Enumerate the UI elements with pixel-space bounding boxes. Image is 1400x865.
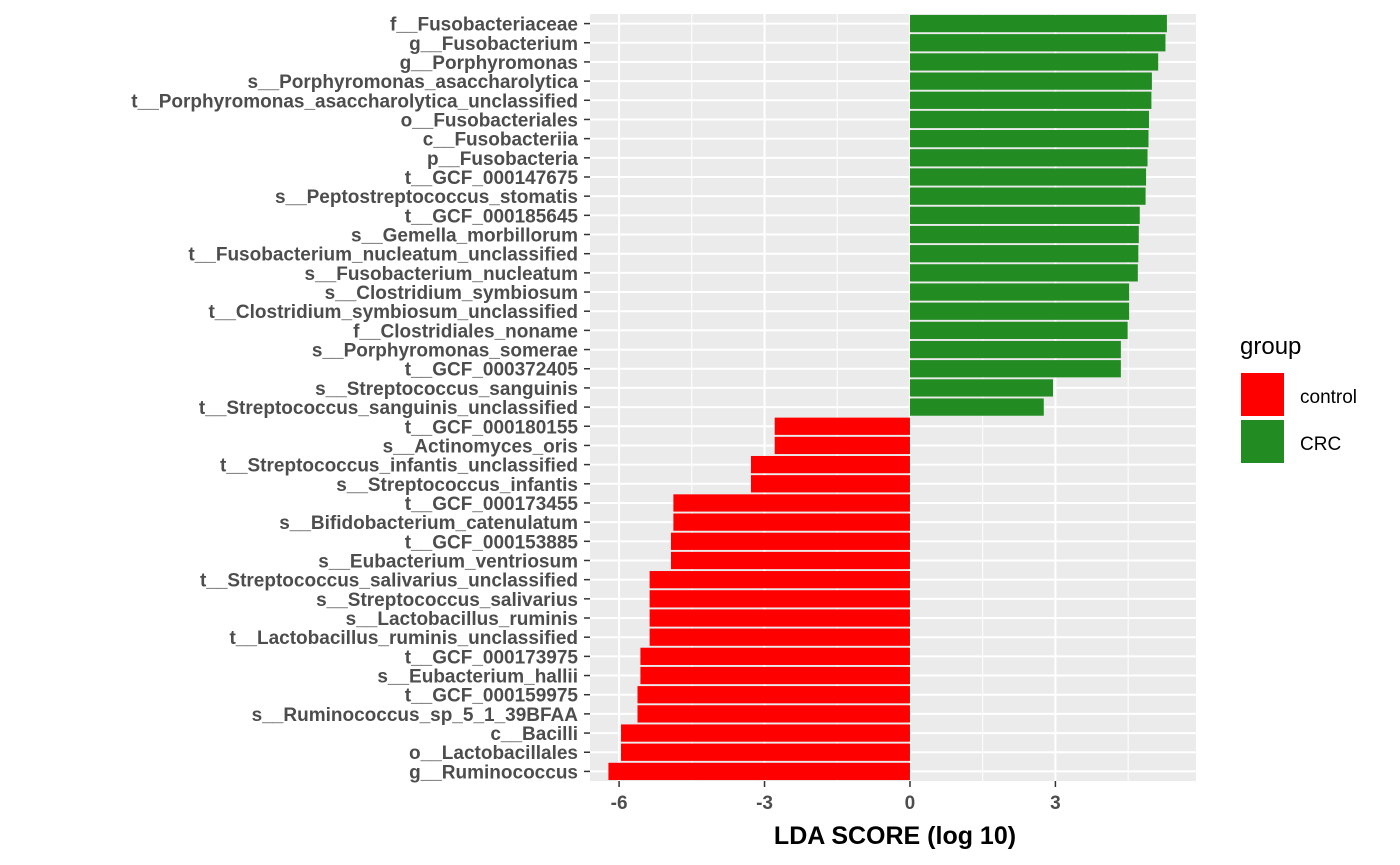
bar-s__Streptococcus_infantis (750, 475, 910, 493)
bar-s__Eubacterium_ventriosum (670, 551, 910, 570)
bar-g__Fusobacterium (909, 34, 1166, 52)
y-tick-label: s__Porphyromonas_somerae (312, 341, 578, 362)
y-tick-label: t__Streptococcus_salivarius_unclassified (200, 571, 578, 592)
y-tick-label: t__GCF_000180155 (405, 417, 579, 438)
bar-c__Bacilli (621, 724, 910, 742)
bar-t__Fusobacterium_nucleatum_unclassified (909, 245, 1139, 263)
y-tick-label: o__Lactobacillales (409, 743, 578, 764)
legend-title: group (1240, 333, 1301, 360)
y-tick-label: f__Fusobacteriaceae (390, 15, 578, 36)
bar-s__Fusobacterium_nucleatum (909, 264, 1138, 282)
bar-t__Porphyromonas_asaccharolytica_unclassified (909, 91, 1152, 109)
bar-f__Fusobacteriaceae (909, 14, 1167, 33)
bar-t__Clostridium_symbiosum_unclassified (909, 302, 1130, 320)
y-tick-label: t__GCF_000147675 (405, 168, 579, 189)
bar-t__GCF_000372405 (909, 360, 1121, 378)
y-tick-label: s__Ruminococcus_sp_5_1_39BFAA (252, 705, 579, 726)
x-tick-label: -6 (611, 793, 628, 814)
x-tick-label: -3 (756, 793, 773, 814)
y-tick-label: t__Streptococcus_infantis_unclassified (220, 456, 578, 477)
bar-s__Eubacterium_hallii (640, 666, 910, 685)
y-tick-label: s__Clostridium_symbiosum (325, 283, 578, 304)
bar-t__GCF_000173455 (673, 494, 910, 512)
legend-label-control: control (1300, 387, 1357, 408)
bar-s__Streptococcus_salivarius (649, 590, 910, 608)
plot-panel (590, 14, 1196, 781)
bar-p__Fusobacteria (909, 149, 1148, 167)
bar-s__Porphyromonas_asaccharolytica (909, 72, 1152, 90)
y-tick-label: t__Fusobacterium_nucleatum_unclassified (188, 245, 578, 266)
bar-t__GCF_000153885 (670, 532, 910, 550)
bar-t__Lactobacillus_ruminis_unclassified (649, 628, 910, 646)
bar-c__Fusobacteriia (909, 130, 1149, 148)
bar-g__Ruminococcus (608, 762, 910, 781)
x-axis-title: LDA SCORE (log 10) (774, 822, 1016, 850)
y-tick-label: s__Lactobacillus_ruminis (346, 609, 578, 630)
bar-t__Streptococcus_sanguinis_unclassified (909, 398, 1044, 416)
bar-s__Peptostreptococcus_stomatis (909, 187, 1146, 205)
y-tick-label: s__Porphyromonas_asaccharolytica (247, 72, 578, 93)
y-tick-label: s__Peptostreptococcus_stomatis (275, 187, 578, 208)
y-tick-label: p__Fusobacteria (427, 149, 578, 170)
y-tick-label: t__Porphyromonas_asaccharolytica_unclass… (131, 91, 578, 112)
y-tick-label: s__Eubacterium_hallii (377, 667, 578, 688)
y-tick-label: t__GCF_000153885 (405, 532, 579, 553)
bar-s__Streptococcus_sanguinis (909, 379, 1053, 397)
bar-s__Porphyromonas_somerae (909, 340, 1121, 359)
y-axis: f__Fusobacteriaceaeg__Fusobacteriumg__Po… (131, 15, 590, 783)
bar-t__Streptococcus_salivarius_unclassified (649, 571, 910, 589)
y-tick-label: t__Lactobacillus_ruminis_unclassified (230, 628, 578, 649)
bar-t__GCF_000173975 (640, 647, 910, 665)
y-tick-label: t__GCF_000173975 (405, 647, 579, 668)
bar-s__Lactobacillus_ruminis (649, 609, 910, 627)
bar-t__Streptococcus_infantis_unclassified (750, 455, 910, 474)
bar-o__Fusobacteriales (909, 110, 1149, 129)
x-tick-label: 0 (905, 793, 916, 814)
bar-s__Gemella_morbillorum (909, 225, 1139, 244)
bar-g__Porphyromonas (909, 53, 1159, 71)
bar-s__Bifidobacterium_catenulatum (673, 513, 910, 531)
y-tick-label: s__Eubacterium_ventriosum (318, 551, 578, 572)
y-tick-label: c__Fusobacteriia (423, 130, 579, 151)
legend-key-crc (1241, 420, 1284, 463)
legend-label-crc: CRC (1300, 434, 1341, 455)
bar-t__GCF_000147675 (909, 168, 1147, 186)
legend-key-control (1241, 373, 1284, 416)
y-tick-label: s__Actinomyces_oris (383, 436, 578, 457)
legend: group control CRC (1240, 333, 1357, 463)
y-tick-label: s__Streptococcus_infantis (336, 475, 578, 496)
y-tick-label: s__Gemella_morbillorum (351, 226, 578, 247)
y-tick-label: s__Streptococcus_salivarius (316, 590, 578, 611)
y-tick-label: t__GCF_000372405 (405, 360, 579, 381)
bar-t__GCF_000180155 (774, 417, 910, 435)
y-tick-label: s__Bifidobacterium_catenulatum (279, 513, 578, 534)
bar-s__Ruminococcus_sp_5_1_39BFAA (637, 705, 910, 723)
y-tick-label: f__Clostridiales_noname (353, 321, 578, 342)
y-tick-label: t__GCF_000185645 (405, 206, 579, 227)
y-tick-label: s__Streptococcus_sanguinis (315, 379, 578, 400)
bars (608, 14, 1167, 781)
bar-s__Actinomyces_oris (774, 436, 910, 455)
bar-t__GCF_000159975 (637, 686, 910, 704)
bar-s__Clostridium_symbiosum (909, 283, 1130, 301)
bar-f__Clostridiales_noname (909, 321, 1128, 340)
y-tick-label: s__Fusobacterium_nucleatum (305, 264, 578, 285)
x-axis: -6 -3 0 3 (611, 781, 1061, 814)
y-tick-label: g__Fusobacterium (409, 34, 578, 55)
bar-o__Lactobacillales (621, 743, 910, 761)
y-tick-label: g__Ruminococcus (409, 762, 578, 783)
y-tick-label: t__Clostridium_symbiosum_unclassified (208, 302, 578, 323)
x-tick-label: 3 (1050, 793, 1061, 814)
y-tick-label: t__GCF_000159975 (405, 686, 579, 707)
y-tick-label: t__Streptococcus_sanguinis_unclassified (199, 398, 578, 419)
y-tick-label: g__Porphyromonas (400, 53, 578, 74)
y-tick-label: c__Bacilli (490, 724, 578, 745)
bar-t__GCF_000185645 (909, 206, 1140, 224)
y-tick-label: t__GCF_000173455 (405, 494, 579, 515)
y-tick-label: o__Fusobacteriales (401, 110, 578, 131)
